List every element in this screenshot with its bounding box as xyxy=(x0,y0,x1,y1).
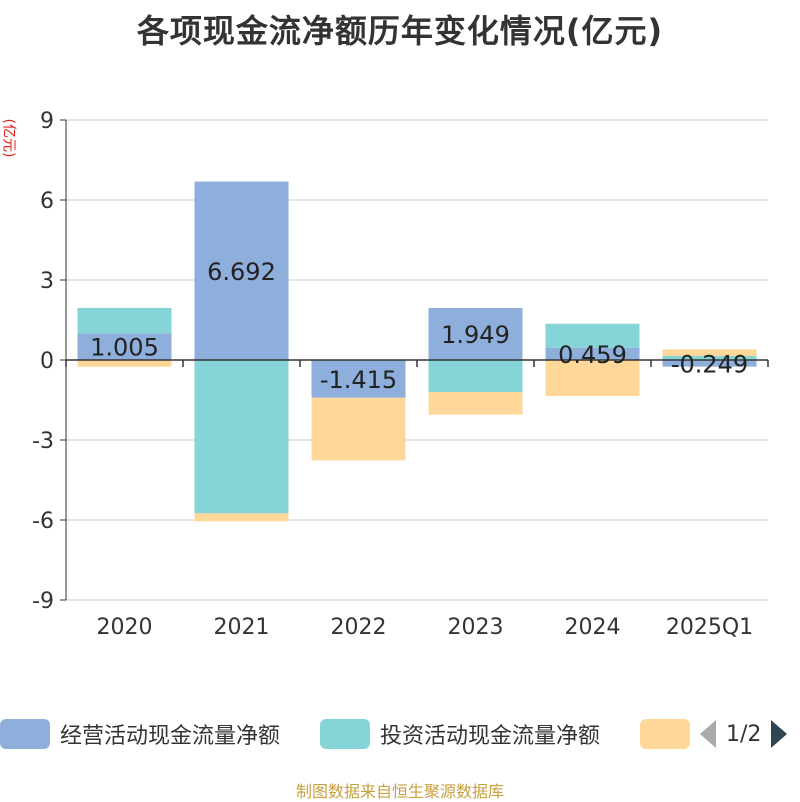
legend-swatch-financing xyxy=(640,719,690,749)
bar-segment-1-2025Q1 xyxy=(662,360,757,367)
x-tick-label: 2024 xyxy=(565,615,621,640)
legend-label-operating: 经营活动现金流量净额 xyxy=(60,724,281,749)
bar-segment-1-2021 xyxy=(194,181,289,360)
legend-swatch-operating xyxy=(0,719,50,749)
legend: 经营活动现金流量净额 投资活动现金流量净额 1/2 xyxy=(0,716,800,756)
data-label: -0.249 xyxy=(671,350,748,378)
data-label: -1.415 xyxy=(320,366,397,394)
data-source-note: 制图数据来自恒生聚源数据库 xyxy=(295,782,504,801)
legend-page-indicator: 1/2 xyxy=(726,721,762,747)
y-tick-label: -6 xyxy=(32,509,54,534)
y-tick-label: 0 xyxy=(40,349,54,374)
legend-next-page-icon[interactable] xyxy=(771,720,788,748)
data-label: 1.949 xyxy=(441,321,510,349)
x-tick-label: 2022 xyxy=(331,615,387,640)
x-tick-label: 2023 xyxy=(448,615,504,640)
chart-canvas: 9 6 3 0 -3 -6 -9 2020 2021 2022 2023 2024 2025Q1 1.00… xyxy=(32,109,769,640)
x-tick-label: 2025Q1 xyxy=(666,615,753,640)
bar-segment-3-2022 xyxy=(311,397,406,461)
bar-segment-2-2021 xyxy=(194,360,289,514)
legend-pager: 1/2 xyxy=(700,716,788,752)
bar-segment-2-2025Q1 xyxy=(662,356,757,360)
data-label: 6.692 xyxy=(207,258,276,286)
bar-segment-2-2020 xyxy=(77,307,172,334)
data-label: 0.459 xyxy=(558,341,627,369)
bar-segment-2-2023 xyxy=(428,360,523,392)
bar-segment-3-2023 xyxy=(428,392,523,415)
bar-segment-3-2025Q1 xyxy=(662,349,757,356)
x-tick-label: 2020 xyxy=(97,615,153,640)
legend-item-investing[interactable]: 投资活动现金流量净额 xyxy=(320,716,600,752)
y-tick-label: 6 xyxy=(40,189,54,214)
bar-segment-1-2020 xyxy=(77,333,172,360)
legend-prev-page-icon[interactable] xyxy=(700,720,716,748)
y-tick-label: 3 xyxy=(40,269,54,294)
bar-segment-1-2024 xyxy=(545,347,640,360)
bar-segment-2-2024 xyxy=(545,323,640,348)
legend-swatch-investing xyxy=(320,719,370,749)
bar-segment-3-2021 xyxy=(194,513,289,522)
y-tick-label: -3 xyxy=(32,429,54,454)
bar-segment-1-2023 xyxy=(428,308,523,360)
bar-segment-3-2020 xyxy=(77,360,172,367)
bar-segment-3-2024 xyxy=(545,360,640,396)
chart-title: 各项现金流净额历年变化情况(亿元) xyxy=(136,12,664,50)
legend-label-investing: 投资活动现金流量净额 xyxy=(380,724,601,749)
legend-item-operating[interactable]: 经营活动现金流量净额 xyxy=(0,716,280,752)
data-label: 1.005 xyxy=(90,334,159,362)
legend-item-financing[interactable] xyxy=(640,716,690,752)
y-tick-label: 9 xyxy=(40,109,54,134)
y-tick-label: -9 xyxy=(32,589,54,614)
x-tick-label: 2021 xyxy=(214,615,270,640)
bar-segment-1-2022 xyxy=(311,360,406,398)
